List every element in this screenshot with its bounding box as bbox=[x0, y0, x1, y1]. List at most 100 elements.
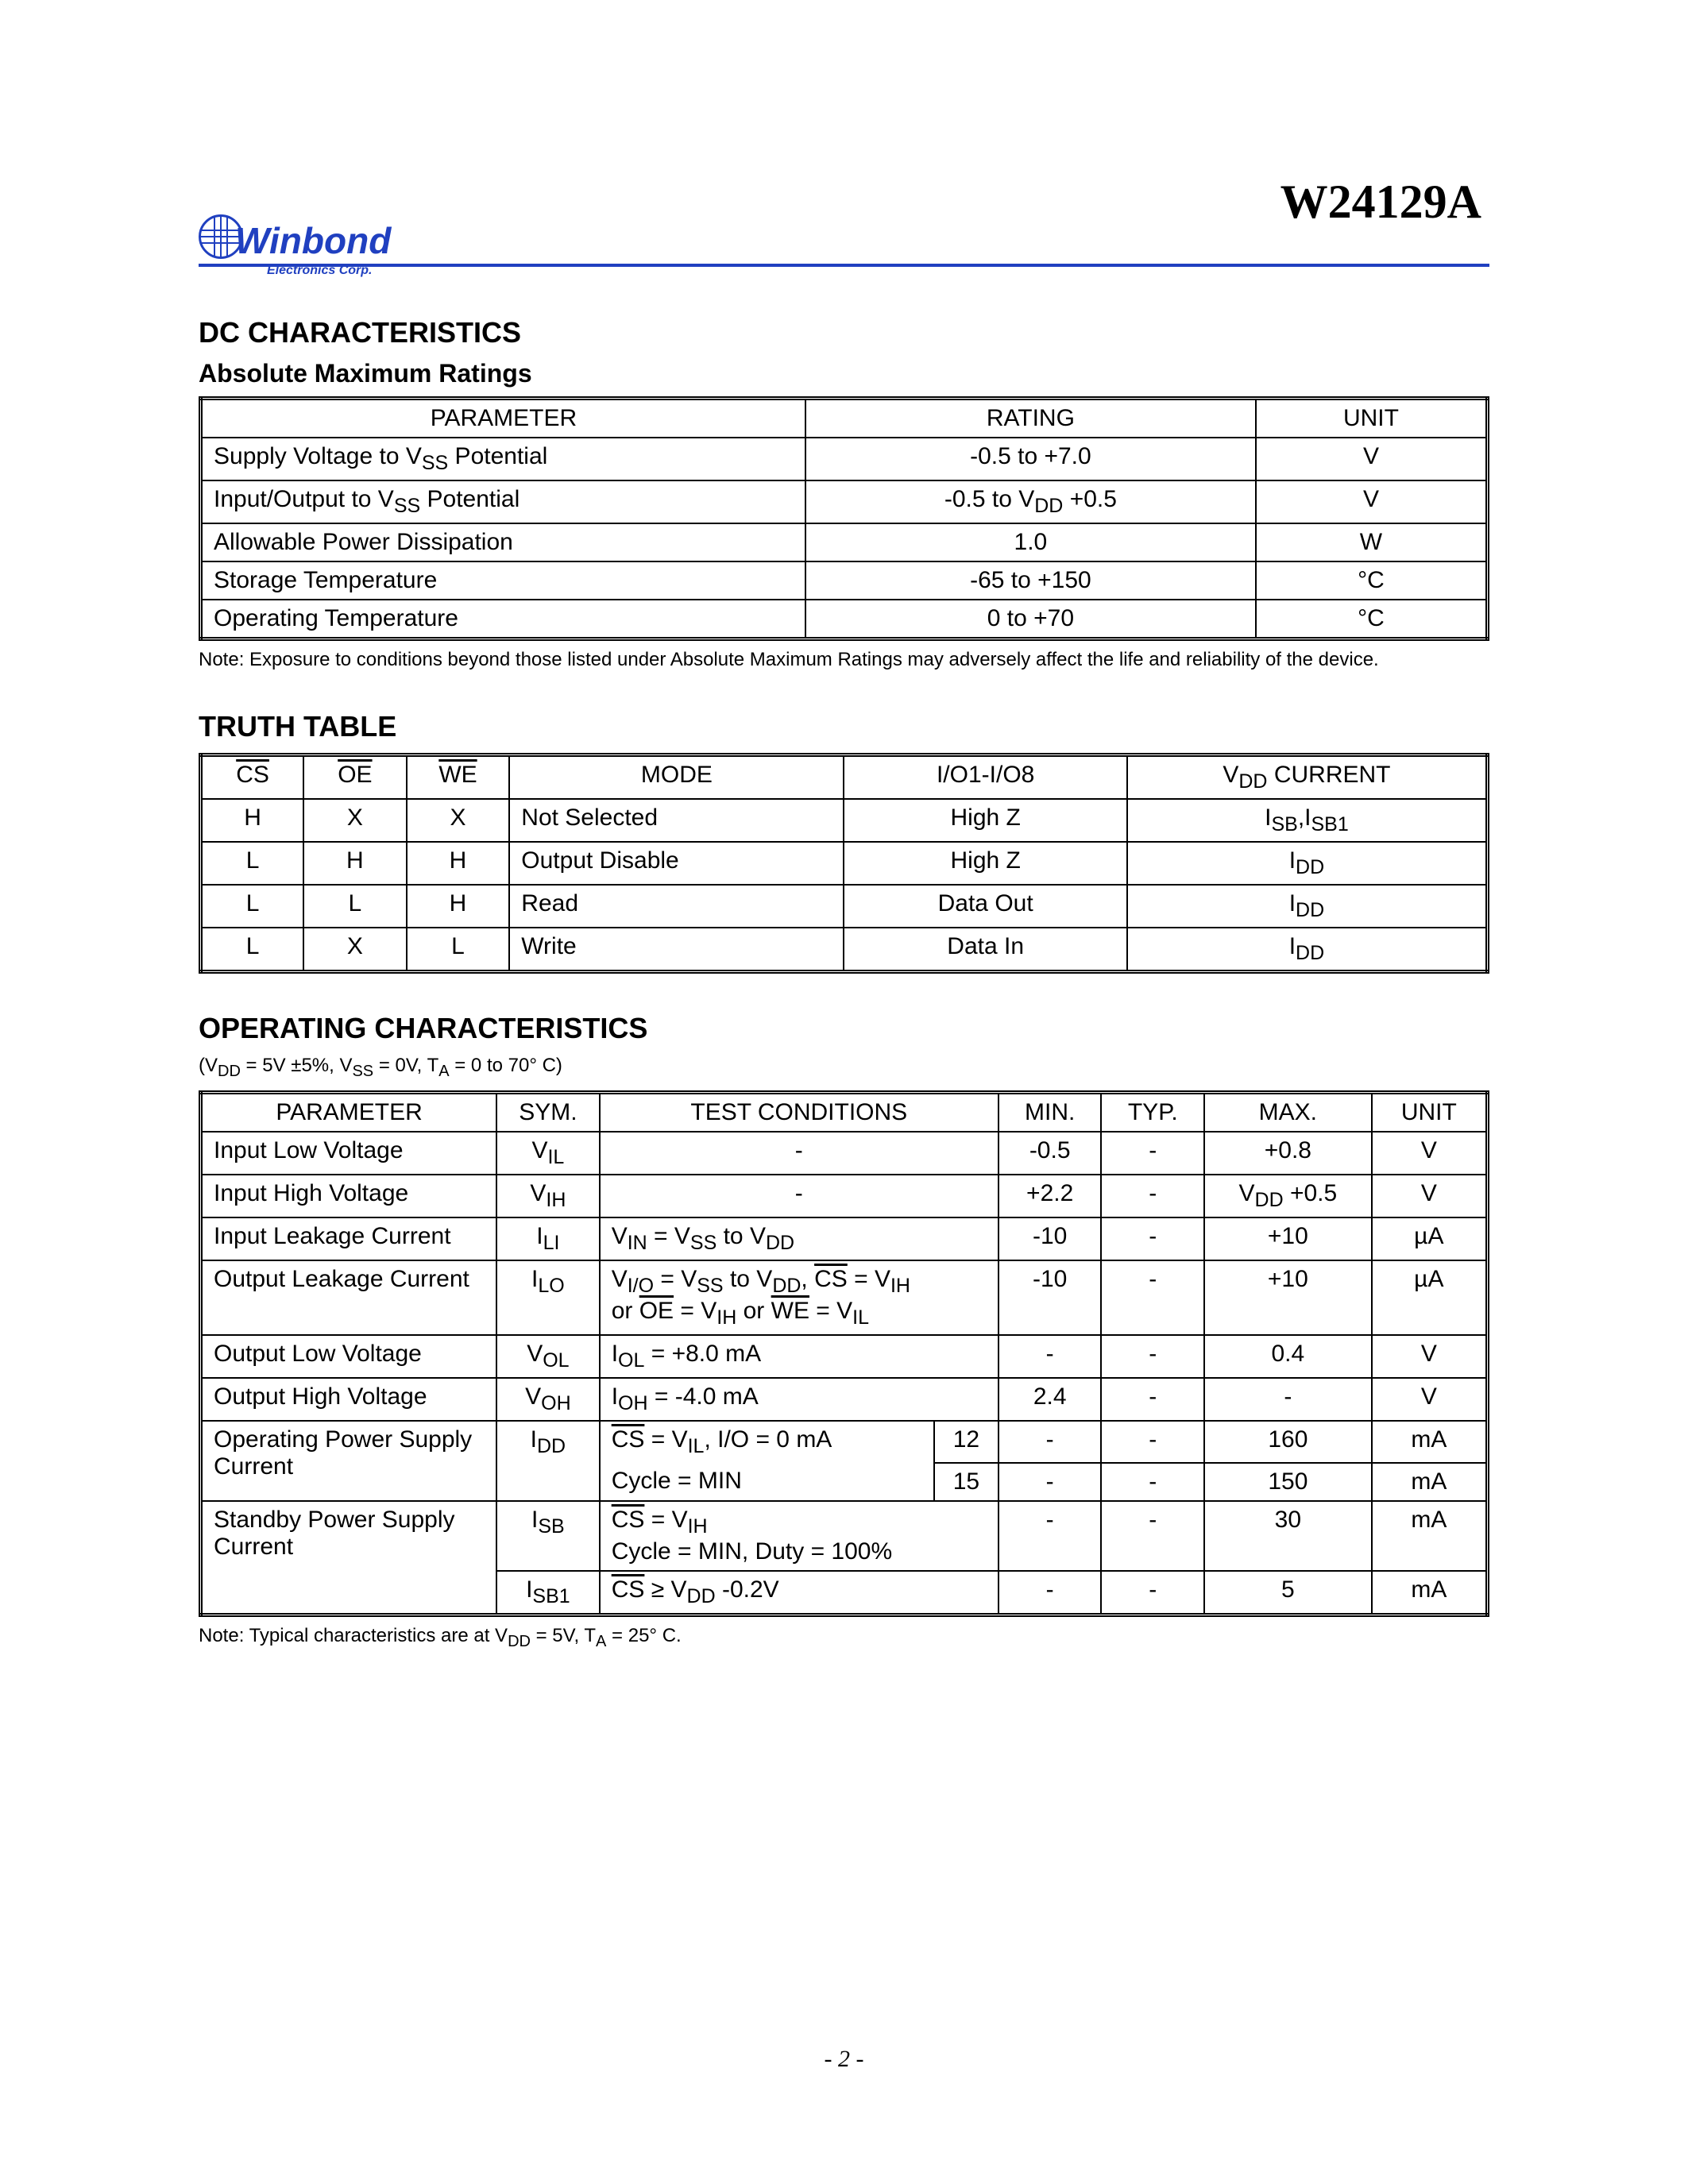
table-cell: V bbox=[1256, 438, 1488, 480]
table-row: Operating Temperature0 to +70°C bbox=[201, 600, 1488, 639]
table-header: WE bbox=[407, 755, 510, 800]
table-cell: V bbox=[1372, 1335, 1488, 1378]
table-row: Input/Output to VSS Potential-0.5 to VDD… bbox=[201, 480, 1488, 523]
table-row: Output Low VoltageVOLIOL = +8.0 mA--0.4V bbox=[201, 1335, 1488, 1378]
table-cell: Input Leakage Current bbox=[201, 1217, 497, 1260]
table-cell: L bbox=[201, 842, 304, 885]
truth-table: CSOEWEMODEI/O1-I/O8VDD CURRENT HXXNot Se… bbox=[199, 753, 1489, 974]
table-cell: - bbox=[999, 1463, 1102, 1501]
table-cell: µA bbox=[1372, 1217, 1488, 1260]
table-cell: L bbox=[201, 928, 304, 972]
table-cell: Standby Power Supply Current bbox=[201, 1501, 497, 1615]
table-cell: W bbox=[1256, 523, 1488, 561]
table-header: MIN. bbox=[999, 1092, 1102, 1132]
table-cell: Output High Voltage bbox=[201, 1378, 497, 1421]
table-cell: Input/Output to VSS Potential bbox=[201, 480, 805, 523]
amr-note: Note: Exposure to conditions beyond thos… bbox=[199, 647, 1489, 672]
table-cell: ILO bbox=[496, 1260, 600, 1335]
table-cell: IOL = +8.0 mA bbox=[600, 1335, 999, 1378]
table-cell: CS ≥ VDD -0.2V bbox=[600, 1571, 999, 1615]
table-row: Input Low VoltageVIL--0.5-+0.8V bbox=[201, 1132, 1488, 1175]
table-cell: Input Low Voltage bbox=[201, 1132, 497, 1175]
amr-heading: Absolute Maximum Ratings bbox=[199, 359, 1489, 388]
table-cell: V bbox=[1372, 1132, 1488, 1175]
table-cell: - bbox=[999, 1501, 1102, 1571]
brand-subtitle: Electronics Corp. bbox=[267, 264, 1489, 278]
table-row: Storage Temperature-65 to +150°C bbox=[201, 561, 1488, 600]
table-cell: V bbox=[1372, 1175, 1488, 1217]
table-cell: CS = VIHCycle = MIN, Duty = 100% bbox=[600, 1501, 999, 1571]
table-cell: Supply Voltage to VSS Potential bbox=[201, 438, 805, 480]
datasheet-page: W24129A Winbond Electronics Corp. DC CHA… bbox=[0, 0, 1688, 2184]
table-cell: High Z bbox=[844, 842, 1126, 885]
table-cell: X bbox=[303, 799, 407, 842]
table-cell: 0.4 bbox=[1204, 1335, 1372, 1378]
table-cell: VIL bbox=[496, 1132, 600, 1175]
table-cell: VOH bbox=[496, 1378, 600, 1421]
table-cell: Output Low Voltage bbox=[201, 1335, 497, 1378]
table-cell: Output Disable bbox=[509, 842, 844, 885]
op-table: PARAMETERSYM.TEST CONDITIONSMIN.TYP.MAX.… bbox=[199, 1090, 1489, 1617]
table-header: VDD CURRENT bbox=[1127, 755, 1488, 800]
table-cell: +0.8 bbox=[1204, 1132, 1372, 1175]
table-cell: - bbox=[1101, 1335, 1204, 1378]
table-header: TYP. bbox=[1101, 1092, 1204, 1132]
op-conditions: (VDD = 5V ±5%, VSS = 0V, TA = 0 to 70° C… bbox=[199, 1055, 1489, 1081]
table-cell: -10 bbox=[999, 1217, 1102, 1260]
table-cell: - bbox=[1101, 1132, 1204, 1175]
amr-table: PARAMETERRATINGUNIT Supply Voltage to VS… bbox=[199, 396, 1489, 641]
table-cell: +2.2 bbox=[999, 1175, 1102, 1217]
table-row: Output Leakage CurrentILOVI/O = VSS to V… bbox=[201, 1260, 1488, 1335]
table-cell: - bbox=[1101, 1175, 1204, 1217]
table-cell: 0 to +70 bbox=[805, 600, 1256, 639]
table-cell: 5 bbox=[1204, 1571, 1372, 1615]
table-cell: Output Leakage Current bbox=[201, 1260, 497, 1335]
table-row: LHHOutput DisableHigh ZIDD bbox=[201, 842, 1488, 885]
table-cell: µA bbox=[1372, 1260, 1488, 1335]
table-cell: -65 to +150 bbox=[805, 561, 1256, 600]
table-cell: - bbox=[600, 1175, 999, 1217]
table-cell: Operating Power Supply Current bbox=[201, 1421, 497, 1501]
table-cell: 12 bbox=[934, 1421, 999, 1463]
table-cell: - bbox=[1101, 1421, 1204, 1463]
table-header: I/O1-I/O8 bbox=[844, 755, 1126, 800]
table-header: TEST CONDITIONS bbox=[600, 1092, 999, 1132]
table-cell: mA bbox=[1372, 1571, 1488, 1615]
table-cell: ISB bbox=[496, 1501, 600, 1571]
table-cell: VIN = VSS to VDD bbox=[600, 1217, 999, 1260]
table-header: RATING bbox=[805, 399, 1256, 438]
table-cell: Write bbox=[509, 928, 844, 972]
table-row: Operating Power Supply CurrentIDDCS = VI… bbox=[201, 1421, 1488, 1463]
table-row: Standby Power Supply CurrentISBCS = VIHC… bbox=[201, 1501, 1488, 1571]
table-cell: VI/O = VSS to VDD, CS = VIHor OE = VIH o… bbox=[600, 1260, 999, 1335]
table-cell: V bbox=[1372, 1378, 1488, 1421]
table-cell: - bbox=[999, 1335, 1102, 1378]
table-cell: Allowable Power Dissipation bbox=[201, 523, 805, 561]
table-cell: H bbox=[407, 842, 510, 885]
table-cell: -0.5 bbox=[999, 1132, 1102, 1175]
table-cell: Input High Voltage bbox=[201, 1175, 497, 1217]
table-cell: V bbox=[1256, 480, 1488, 523]
table-cell: ISB1 bbox=[496, 1571, 600, 1615]
table-cell: L bbox=[303, 885, 407, 928]
table-cell: IDD bbox=[496, 1421, 600, 1501]
table-header: PARAMETER bbox=[201, 1092, 497, 1132]
table-cell: ILI bbox=[496, 1217, 600, 1260]
table-cell: High Z bbox=[844, 799, 1126, 842]
table-row: Input Leakage CurrentILIVIN = VSS to VDD… bbox=[201, 1217, 1488, 1260]
table-row: Input High VoltageVIH-+2.2-VDD +0.5V bbox=[201, 1175, 1488, 1217]
table-cell: Not Selected bbox=[509, 799, 844, 842]
table-cell: L bbox=[407, 928, 510, 972]
table-cell: - bbox=[1101, 1571, 1204, 1615]
table-header: OE bbox=[303, 755, 407, 800]
table-cell: IOH = -4.0 mA bbox=[600, 1378, 999, 1421]
table-cell: 15 bbox=[934, 1463, 999, 1501]
part-number: W24129A bbox=[1280, 175, 1481, 230]
table-cell: Storage Temperature bbox=[201, 561, 805, 600]
table-cell: Operating Temperature bbox=[201, 600, 805, 639]
table-cell: 1.0 bbox=[805, 523, 1256, 561]
table-row: LLHReadData OutIDD bbox=[201, 885, 1488, 928]
table-cell: 160 bbox=[1204, 1421, 1372, 1463]
table-cell: mA bbox=[1372, 1421, 1488, 1463]
table-cell: - bbox=[1101, 1378, 1204, 1421]
